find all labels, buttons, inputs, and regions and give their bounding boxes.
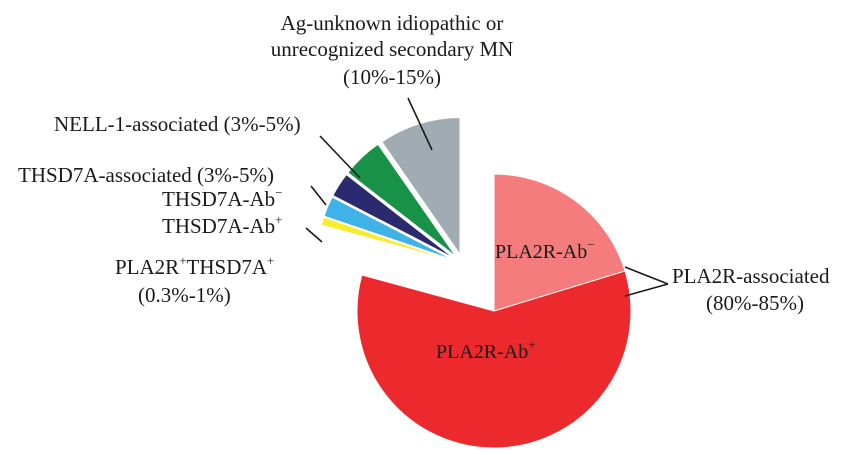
label-double-sup-a: +: [179, 253, 186, 268]
label-pla2r-ab-neg-sup: −: [587, 237, 594, 252]
label-pla2r-thsd7a-double: PLA2R+THSD7A+: [115, 253, 274, 279]
pie-slice-nell1: [347, 143, 457, 258]
label-thsd7a-ab-neg-sup: −: [275, 185, 282, 200]
label-pla2r-ab-pos-sup: +: [528, 337, 535, 352]
label-pla2r-group-line1: PLA2R-associated: [672, 264, 830, 288]
label-pla2r-ab-neg: PLA2R-Ab−: [495, 237, 595, 263]
label-pla2r-ab-neg-text: PLA2R-Ab: [495, 241, 587, 263]
label-thsd7a-ab-neg: THSD7A-Ab−: [162, 185, 283, 211]
labels: Ag-unknown idiopathic or unrecognized se…: [18, 11, 830, 363]
leader-thsd7a-group: [310, 185, 327, 206]
label-thsd7a-ab-pos-sup: +: [275, 212, 282, 227]
label-pla2r-group-line2: (80%-85%): [706, 291, 804, 315]
label-pla2r-ab-pos: PLA2R-Ab+: [436, 337, 536, 363]
label-double-range: (0.3%-1%): [138, 283, 231, 307]
pie-slice-thsd7a_ab_neg: [332, 173, 455, 260]
label-ag-unknown-range: (10%-15%): [343, 65, 441, 89]
pie-slice-pla2r_thsd7a_pos: [320, 216, 454, 262]
label-ag-unknown-line2: unrecognized secondary MN: [271, 37, 514, 61]
label-thsd7a-ab-pos: THSD7A-Ab+: [162, 212, 283, 238]
leader-pla2r-group: [624, 266, 669, 297]
label-thsd7a-group: THSD7A-associated (3%-5%): [18, 163, 274, 187]
label-thsd7a-ab-neg-text: THSD7A-Ab: [162, 187, 275, 211]
pie-slice-pla2r_ab_pos: [356, 270, 632, 449]
label-nell1: NELL-1-associated (3%-5%): [54, 112, 301, 136]
leader-ag-unknown: [407, 97, 433, 151]
leader-nell1: [319, 135, 361, 179]
label-ag-unknown-line1: Ag-unknown idiopathic or: [281, 11, 504, 35]
pie-slice-pla2r_ab_neg: [493, 173, 626, 312]
label-double-text-a: PLA2R: [115, 255, 179, 279]
pie-slices: [320, 116, 632, 449]
label-double-text-b: THSD7A: [187, 255, 268, 279]
label-pla2r-ab-pos-text: PLA2R-Ab: [436, 341, 528, 363]
pie-slice-thsd7a_ab_pos: [323, 196, 455, 261]
label-thsd7a-ab-pos-text: THSD7A-Ab: [162, 214, 275, 238]
leader-lines: [305, 97, 669, 297]
leader-thsd7a-ab-pos: [305, 227, 323, 243]
label-double-sup-b: +: [267, 253, 274, 268]
